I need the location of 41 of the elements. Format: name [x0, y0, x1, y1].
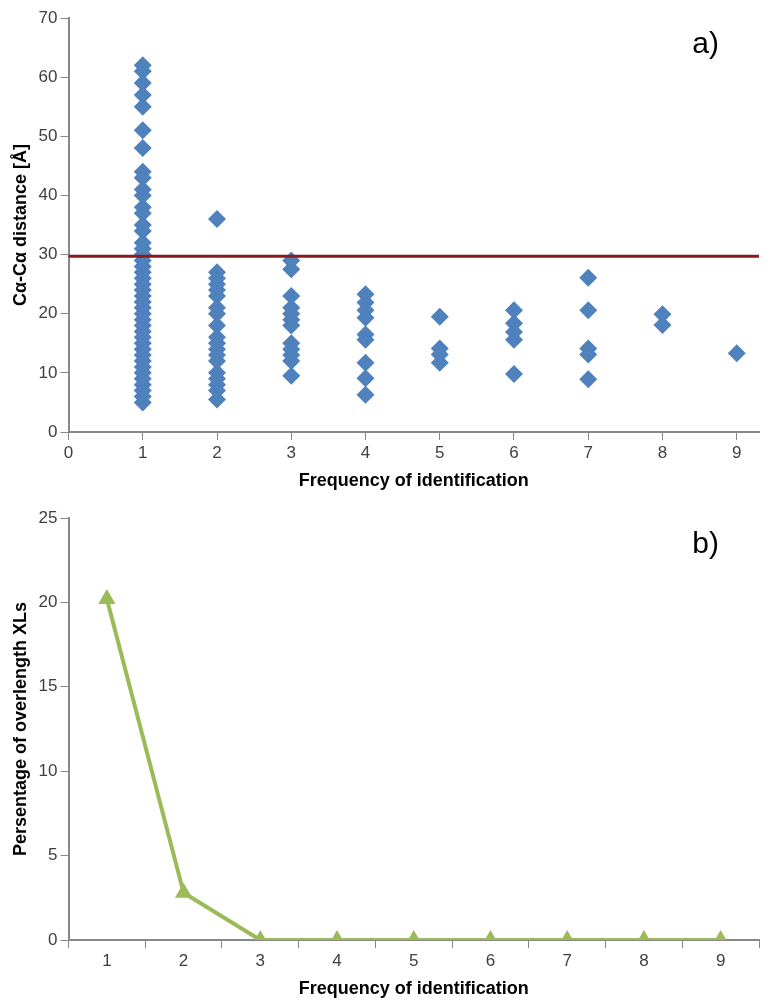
- x-tick-label: 5: [435, 442, 445, 462]
- y-axis-title: Cα-Cα distance [Å]: [9, 143, 30, 307]
- x-tick-label: 9: [715, 950, 726, 970]
- x-axis-title: Frequency of identification: [298, 978, 529, 999]
- x-tick-label: 9: [731, 442, 742, 462]
- y-tick-label: 5: [48, 845, 58, 865]
- y-tick-label: 30: [38, 244, 58, 264]
- x-tick-label: 3: [255, 950, 266, 970]
- x-tick-label: 2: [212, 442, 222, 462]
- y-tick-label: 10: [38, 760, 58, 780]
- x-tick-label: 6: [509, 442, 519, 462]
- x-tick-label: 4: [360, 442, 371, 462]
- x-tick-label: 4: [332, 950, 342, 970]
- annotation: b): [692, 526, 719, 560]
- x-tick-label: 8: [639, 950, 649, 970]
- y-tick-label: 20: [38, 303, 58, 323]
- y-tick-label: 0: [48, 421, 58, 441]
- y-tick-label: 25: [38, 507, 58, 527]
- x-tick-label: 7: [583, 442, 593, 462]
- x-tick-label: 1: [102, 950, 112, 970]
- y-tick-label: 40: [38, 185, 58, 205]
- y-tick-label: 70: [38, 7, 58, 27]
- x-tick-label: 7: [562, 950, 572, 970]
- y-tick-label: 15: [38, 676, 58, 696]
- x-tick-label: 5: [409, 950, 419, 970]
- x-tick-label: 0: [63, 442, 74, 462]
- x-axis-title: Frequency of identification: [298, 470, 529, 491]
- annotation: a): [692, 26, 719, 60]
- y-axis-title: Persentage of overlength XLs: [9, 601, 30, 857]
- y-tick-label: 50: [38, 125, 58, 145]
- x-tick-label: 3: [286, 442, 296, 462]
- x-tick-label: 1: [138, 442, 148, 462]
- x-tick-label: 6: [485, 950, 496, 970]
- point: [98, 589, 116, 605]
- y-tick-label: 60: [38, 66, 58, 86]
- x-tick-label: 2: [178, 950, 189, 970]
- y-tick-label: 10: [38, 362, 58, 382]
- x-tick-label: 8: [657, 442, 668, 462]
- y-tick-label: 20: [38, 592, 58, 612]
- y-tick-label: 0: [48, 929, 58, 949]
- point: [174, 882, 193, 898]
